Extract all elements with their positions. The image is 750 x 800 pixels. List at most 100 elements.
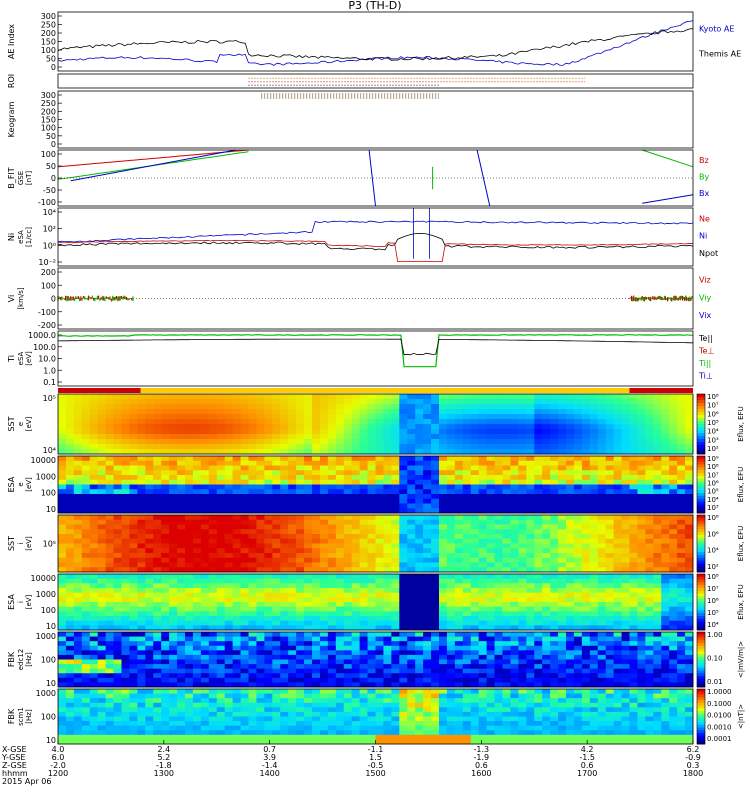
- spectrogram-cell: [621, 434, 630, 440]
- spectrogram-cell: [177, 583, 186, 589]
- spectrogram-cell: [566, 429, 575, 435]
- spectrogram-cell: [280, 606, 289, 612]
- spectrogram-cell: [407, 682, 416, 688]
- spectrogram-cell: [105, 567, 114, 573]
- spectrogram-cell: [653, 588, 662, 594]
- spectrogram-cell: [121, 409, 130, 415]
- spectrogram-cell: [359, 529, 368, 535]
- spectrogram-cell: [629, 424, 638, 430]
- spectrogram-cell: [97, 534, 107, 540]
- spectrogram-cell: [256, 534, 265, 540]
- spectrogram-cell: [423, 456, 432, 462]
- spectrogram-cell: [153, 682, 162, 688]
- spectrogram-cell: [581, 479, 591, 485]
- spectrogram-cell: [216, 616, 226, 622]
- spectrogram-cell: [661, 460, 670, 466]
- spectrogram-cell: [296, 616, 305, 622]
- spectrogram-cell: [272, 583, 281, 589]
- spectrogram-cell: [351, 606, 361, 612]
- colorbar-segment: [697, 599, 705, 603]
- spectrogram-cell: [566, 404, 575, 410]
- spectrogram-cell: [351, 562, 361, 568]
- spectrogram-cell: [439, 503, 448, 509]
- spectrogram-cell: [185, 574, 194, 580]
- spectrogram-cell: [343, 503, 353, 509]
- spectrogram-cell: [58, 479, 67, 485]
- spectrogram-cell: [375, 636, 384, 642]
- spectrogram-cell: [81, 654, 91, 660]
- spectrogram-cell: [494, 456, 503, 462]
- spectrogram-cell: [137, 394, 146, 400]
- spectrogram-cell: [169, 632, 178, 637]
- spectrogram-cell: [558, 578, 567, 584]
- spectrogram-cell: [161, 602, 170, 608]
- spectrogram-cell: [335, 424, 345, 430]
- spectrogram-cell: [89, 508, 99, 514]
- spectrogram-cell: [439, 668, 448, 674]
- spectrogram-cell: [89, 479, 99, 485]
- spectrogram-cell: [439, 534, 448, 540]
- spectrogram-cell: [97, 553, 107, 559]
- spectrogram-cell: [105, 553, 114, 559]
- spectrogram-cell: [113, 484, 122, 490]
- spectrogram-cell: [319, 668, 329, 674]
- spectrogram-cell: [566, 394, 575, 400]
- spectrogram-cell: [105, 682, 114, 688]
- spectrogram-cell: [137, 625, 146, 631]
- spectrogram-cell: [327, 494, 337, 500]
- spectrogram-cell: [105, 444, 114, 450]
- spectrogram-cell: [288, 394, 297, 400]
- spectrogram-cell: [335, 625, 345, 631]
- spectrogram-cell: [597, 470, 607, 476]
- spectrogram-cell: [81, 650, 91, 656]
- spectrogram-cell: [446, 620, 456, 626]
- spectrogram-cell: [232, 419, 241, 425]
- spectrogram-cell: [407, 444, 416, 450]
- spectrogram-cell: [494, 659, 503, 665]
- spectrogram-cell: [319, 460, 329, 466]
- spectrogram-cell: [446, 538, 456, 544]
- spectrogram-cell: [415, 592, 424, 598]
- spectrogram-cell: [470, 409, 480, 415]
- spectrogram-cell: [383, 498, 392, 504]
- colorbar-tick-label: 1.00: [707, 631, 723, 639]
- spectrogram-cell: [359, 553, 368, 559]
- spectrogram-cell: [645, 574, 654, 580]
- spectrogram-cell: [542, 534, 551, 540]
- spectrogram-cell: [224, 534, 234, 540]
- spectrogram-cell: [542, 498, 551, 504]
- spectrogram-cell: [343, 404, 353, 410]
- spectrogram-cell: [296, 419, 305, 425]
- spectrogram-cell: [272, 399, 281, 405]
- spectrogram-cell: [105, 592, 114, 598]
- spectrogram-cell: [581, 583, 591, 589]
- spectrogram-cell: [153, 574, 162, 580]
- spectrogram-cell: [296, 654, 305, 660]
- spectrogram-cell: [558, 611, 567, 617]
- spectrogram-cell: [439, 449, 448, 455]
- spectrogram-cell: [97, 399, 107, 405]
- spectrogram-cell: [161, 419, 170, 425]
- spectrogram-cell: [343, 409, 353, 415]
- spectrogram-cell: [351, 489, 361, 495]
- spectrogram-cell: [153, 498, 162, 504]
- spectrogram-cell: [383, 567, 392, 573]
- spectrogram-cell: [169, 429, 178, 435]
- colorbar-segment: [697, 456, 705, 460]
- spectrogram-cell: [200, 597, 210, 603]
- spectrogram-cell: [367, 444, 376, 450]
- colorbar-segment: [697, 523, 705, 527]
- spectrogram-cell: [153, 543, 162, 549]
- spectrogram-cell: [319, 394, 329, 400]
- spectrogram-cell: [367, 548, 376, 554]
- spectrogram-cell: [573, 515, 583, 521]
- spectrogram-cell: [573, 394, 583, 400]
- spectrogram-cell: [446, 399, 456, 405]
- spectrogram-cell: [304, 636, 313, 642]
- spectrogram-cell: [137, 583, 146, 589]
- spectrogram-cell: [177, 616, 186, 622]
- spectrogram-cell: [65, 494, 75, 500]
- spectrogram-cell: [677, 484, 686, 490]
- spectrogram-cell: [669, 465, 678, 471]
